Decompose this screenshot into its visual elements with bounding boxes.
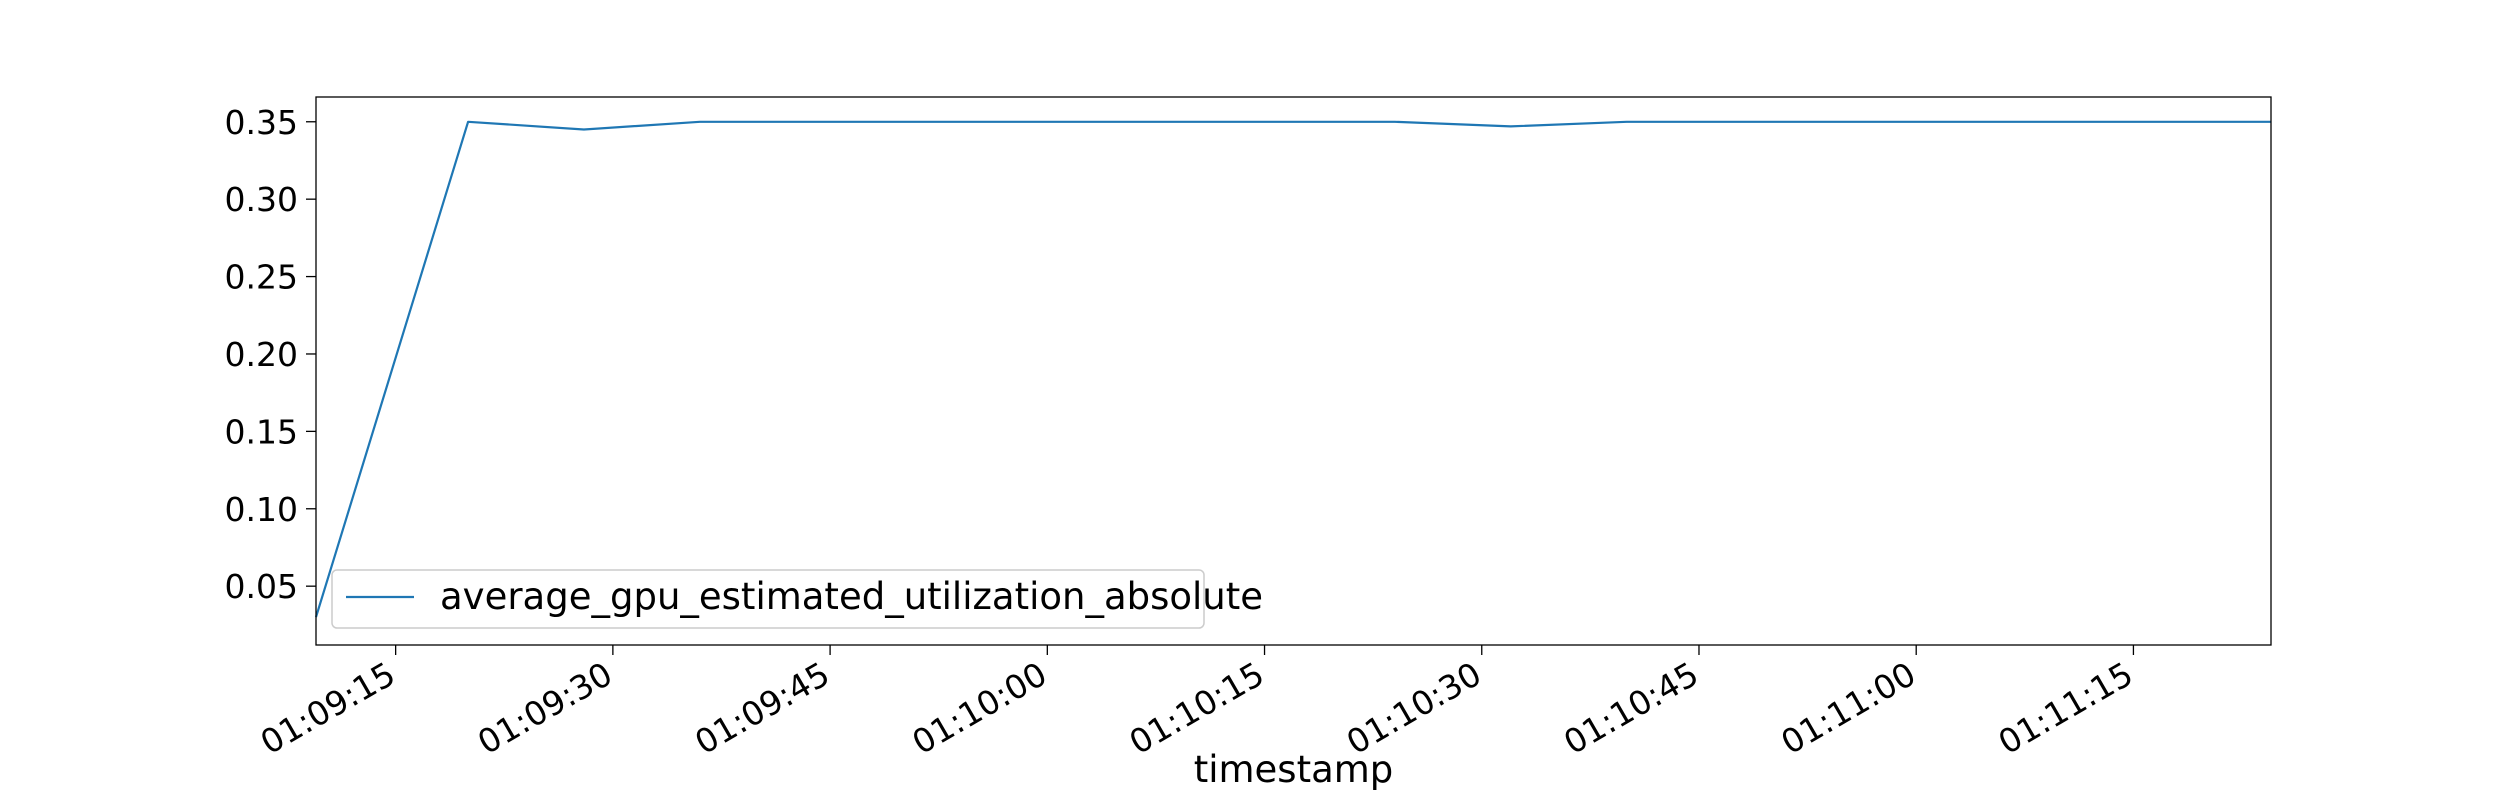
x-axis: 01:09:15 01:09:30 01:09:45 01:10:00 01:10:15… (254, 645, 2140, 762)
plot-area (316, 97, 2271, 645)
y-tick-label: 0.25 (225, 258, 298, 297)
x-tick-label: 01:11:00 (1774, 654, 1922, 762)
legend: average_gpu_estimated_utilization_absolu… (331, 569, 1263, 629)
legend-label: average_gpu_estimated_utilization_absolu… (440, 575, 1263, 618)
x-tick-label: 01:10:45 (1557, 654, 1705, 762)
x-tick-label: 01:09:45 (688, 654, 836, 762)
legend-box (331, 569, 1205, 629)
x-tick-label: 01:11:15 (1992, 654, 2140, 762)
y-tick-label: 0.05 (225, 567, 298, 606)
x-tick-label: 01:10:00 (905, 654, 1053, 762)
y-tick-label: 0.35 (225, 103, 298, 142)
y-tick-label: 0.20 (225, 335, 298, 374)
y-axis: 0.05 0.10 0.15 0.20 0.25 0.30 0.35 (225, 103, 316, 606)
x-axis-title: timestamp (1194, 748, 1394, 791)
x-tick-label: 01:09:30 (471, 654, 619, 762)
y-tick-label: 0.30 (225, 180, 298, 219)
x-tick-label: 01:10:30 (1340, 654, 1488, 762)
x-tick-label: 01:09:15 (254, 654, 402, 762)
plot-frame (315, 96, 2272, 646)
series-line (314, 120, 2271, 618)
y-tick-label: 0.15 (225, 412, 298, 451)
y-tick-label: 0.10 (225, 490, 298, 529)
series-layer (314, 120, 2271, 618)
x-tick-label: 01:10:15 (1123, 654, 1271, 762)
